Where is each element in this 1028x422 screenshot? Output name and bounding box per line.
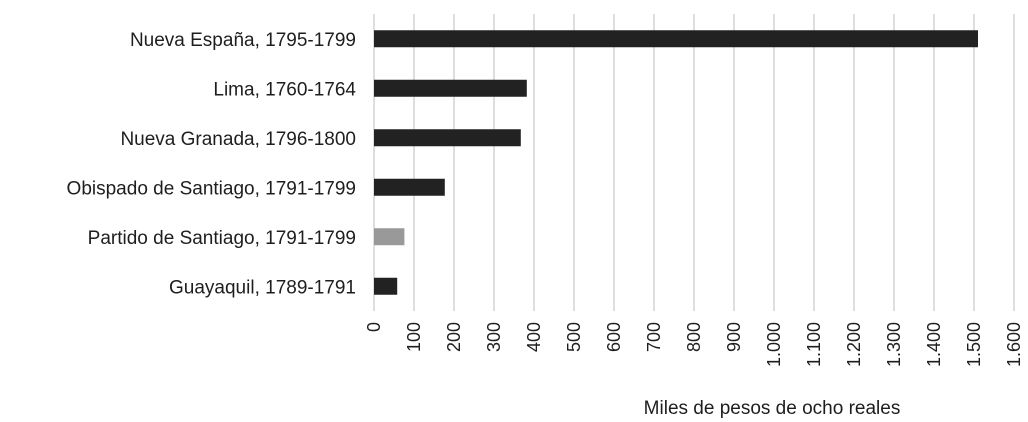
x-tick-label: 0 (364, 322, 384, 332)
x-axis-title: Miles de pesos de ocho reales (644, 398, 901, 419)
x-tick-label: 1.300 (884, 322, 904, 367)
x-tick-label: 1.600 (1004, 322, 1024, 367)
x-tick-label: 1.500 (964, 322, 984, 367)
category-labels: Nueva España, 1795-1799 Lima, 1760-1764 Nu… (67, 30, 357, 299)
category-label: Guayaquil, 1789-1791 (169, 277, 356, 298)
x-tick-label: 1.100 (804, 322, 824, 367)
x-tick-label: 100 (404, 322, 424, 352)
category-label: Nueva Granada, 1796-1800 (120, 129, 356, 150)
category-label: Nueva España, 1795-1799 (130, 30, 356, 51)
x-tick-label: 800 (684, 322, 704, 352)
gridlines (373, 14, 1015, 311)
x-tick-label: 600 (604, 322, 624, 352)
bar (374, 228, 405, 246)
category-label: Obispado de Santiago, 1791-1799 (67, 178, 356, 199)
x-tick-label: 400 (524, 322, 544, 352)
x-tick-label: 1.000 (764, 322, 784, 367)
bar (374, 30, 978, 48)
x-tick-label: 900 (724, 322, 744, 352)
bar (374, 129, 521, 147)
x-tick-label: 700 (644, 322, 664, 352)
category-label: Partido de Santiago, 1791-1799 (88, 228, 356, 249)
bars (374, 30, 978, 295)
x-tick-label: 500 (564, 322, 584, 352)
bar (374, 277, 398, 295)
x-axis-tick-labels: 0 100 200 300 400 500 600 700 800 900 1.000 1.100 1.… (364, 322, 1024, 367)
x-tick-label: 200 (444, 322, 464, 352)
bar (374, 79, 527, 97)
x-tick-label: 1.200 (844, 322, 864, 367)
x-tick-label: 300 (484, 322, 504, 352)
x-tick-label: 1.400 (924, 322, 944, 367)
bar (374, 178, 445, 196)
category-label: Lima, 1760-1764 (213, 79, 356, 100)
